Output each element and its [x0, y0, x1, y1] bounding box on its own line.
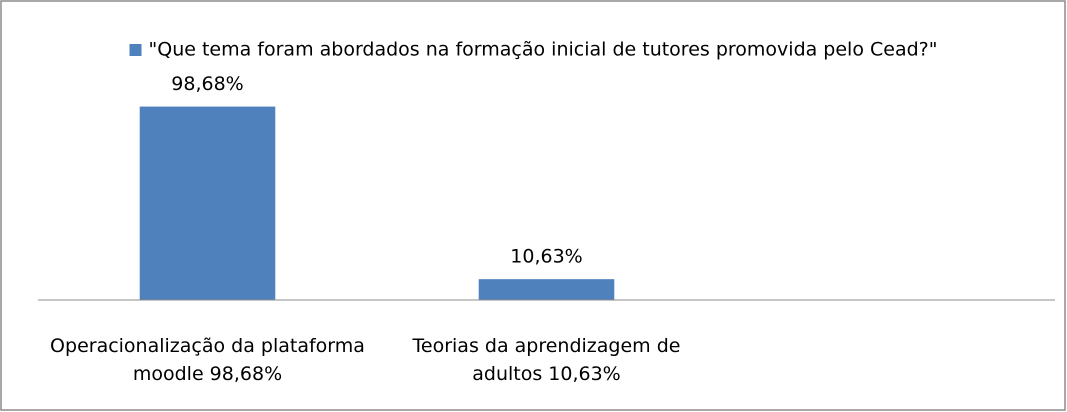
x-tick-label: Operacionalização da plataforma moodle 9… — [50, 335, 365, 385]
bar — [478, 279, 615, 300]
data-label: 98,68% — [171, 73, 243, 95]
legend-swatch — [129, 44, 142, 56]
data-label: 10,63% — [510, 246, 582, 268]
legend-label: "Que tema foram abordados na formação in… — [149, 39, 938, 61]
x-tick-label: Teorias da aprendizagem de adultos 10,63… — [412, 335, 681, 385]
bar — [139, 106, 276, 301]
